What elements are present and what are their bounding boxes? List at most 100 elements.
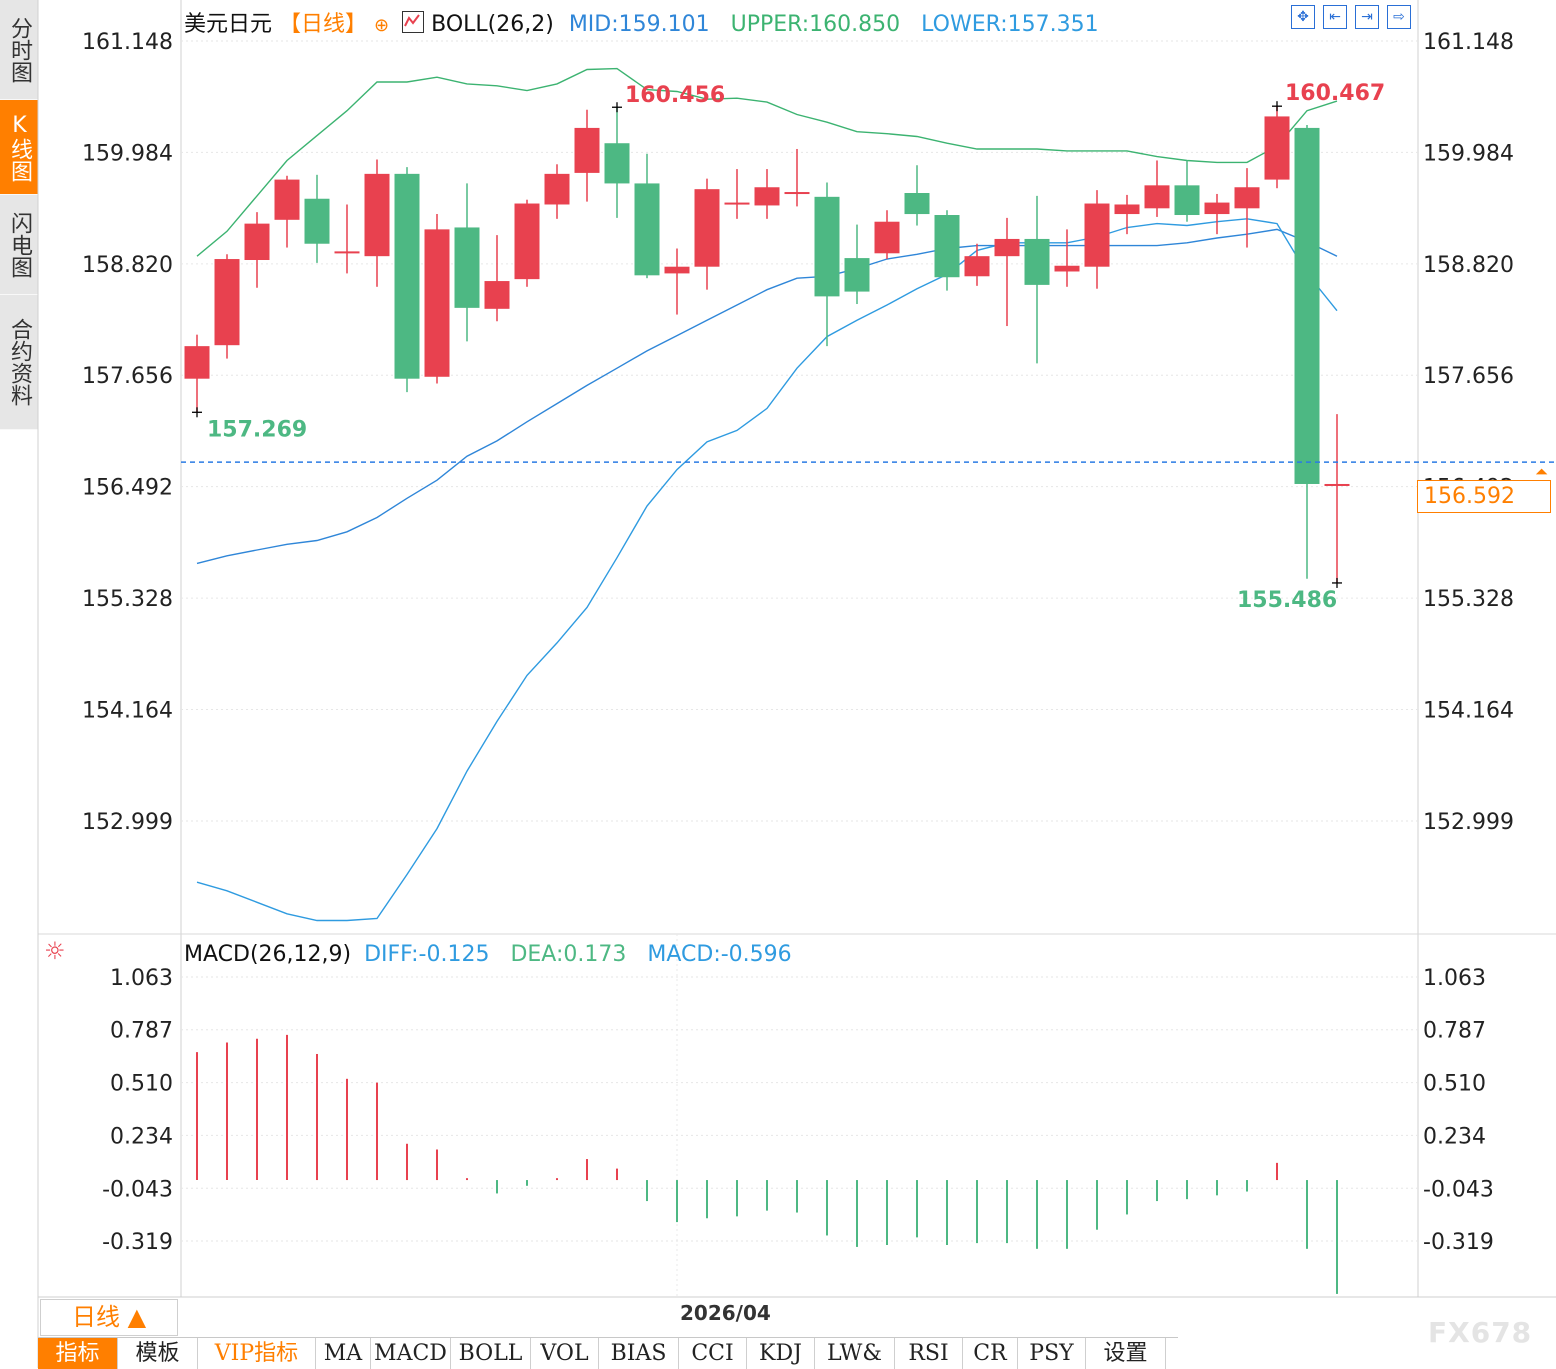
x-axis-date-label: 2026/04 [680, 1301, 771, 1325]
zoom-in-icon[interactable]: ⇥ [1355, 5, 1379, 29]
macd-header: MACD(26,12,9) DIFF:-0.125 DEA:0.173 MACD… [184, 942, 792, 967]
period-label[interactable]: 【日线】 [279, 12, 368, 37]
price-tick-left: 154.164 [82, 698, 173, 723]
candle-body [1234, 187, 1260, 209]
scroll-end-icon[interactable]: ⇨ [1387, 5, 1411, 29]
high-label-1: 160.456 [625, 83, 725, 108]
tab-psy[interactable]: PSY [1018, 1338, 1086, 1369]
price-tick-right: 154.164 [1423, 698, 1514, 723]
crosshair-icon[interactable]: ✥ [1291, 5, 1315, 29]
tab-indicators[interactable]: 指标 [38, 1338, 118, 1369]
tab-macd[interactable]: MACD [371, 1338, 451, 1369]
candle-body [1174, 185, 1200, 216]
candle-body [244, 223, 270, 261]
candle-body [1024, 238, 1050, 285]
price-tick-right: 155.328 [1423, 587, 1514, 612]
side-tab-bar: 分时图 K线图 闪电图 合约资料 [0, 0, 38, 430]
tab-kdj[interactable]: KDJ [747, 1338, 815, 1369]
price-tick-left: 156.492 [82, 476, 173, 501]
indicator-tab-bar: 指标 模板 VIP指标 MA MACD BOLL VOL BIAS CCI KD… [38, 1337, 1178, 1369]
macd-tick-right: 0.787 [1423, 1019, 1486, 1044]
tab-vip-indicators[interactable]: VIP指标 [198, 1338, 316, 1369]
tab-settings[interactable]: 设置 [1086, 1338, 1166, 1369]
candle-body [724, 202, 750, 205]
tab-rsi[interactable]: RSI [895, 1338, 963, 1369]
candle-body [304, 198, 330, 244]
price-tick-left: 159.984 [82, 141, 173, 166]
tab-bias[interactable]: BIAS [599, 1338, 679, 1369]
symbol-name: 美元日元 [184, 12, 273, 37]
macd-macd-value: MACD:-0.596 [647, 942, 792, 967]
price-tick-right: 157.656 [1423, 364, 1514, 389]
side-tab-contract-info[interactable]: 合约资料 [0, 295, 38, 430]
candle-body [664, 266, 690, 274]
price-tick-left: 152.999 [82, 810, 173, 835]
price-tick-left: 155.328 [82, 587, 173, 612]
candle-body [634, 183, 660, 276]
add-indicator-icon[interactable]: ⊕ [374, 15, 390, 36]
candle-body [454, 227, 480, 308]
macd-indicator-name[interactable]: MACD(26,12,9) [184, 942, 352, 967]
candle-body [424, 229, 450, 377]
price-tick-right: 152.999 [1423, 810, 1514, 835]
candle-body [1084, 203, 1110, 267]
candle-body [484, 281, 510, 309]
low-label-1: 157.269 [207, 417, 307, 442]
macd-tick-left: 0.787 [110, 1019, 173, 1044]
boll-upper-value: UPPER:160.850 [730, 12, 901, 37]
indicator-chart-icon[interactable] [402, 11, 425, 33]
tab-templates[interactable]: 模板 [118, 1338, 198, 1369]
candle-body [184, 346, 210, 379]
candle-body [334, 251, 360, 254]
macd-diff-value: DIFF:-0.125 [364, 942, 490, 967]
price-tick-right: 158.820 [1423, 253, 1514, 278]
macd-tick-left: 1.063 [110, 966, 173, 991]
side-tab-kline[interactable]: K线图 [0, 100, 38, 195]
macd-tick-right: -0.043 [1423, 1177, 1494, 1202]
candle-body [1324, 483, 1350, 486]
candle-body [544, 173, 570, 205]
candle-body [754, 187, 780, 206]
price-tick-right: 159.984 [1423, 141, 1514, 166]
period-selector[interactable]: 日线 ▲ [40, 1299, 178, 1336]
candle-body [844, 258, 870, 292]
axis-ticks: 161.148 161.148 159.984 159.984 158.820 158.8… [82, 30, 1514, 1255]
candle-body [1114, 204, 1140, 215]
macd-tick-left: 0.510 [110, 1072, 173, 1097]
macd-tick-right: 0.234 [1423, 1124, 1486, 1149]
candle-body [364, 173, 390, 257]
side-tab-tick[interactable]: 闪电图 [0, 195, 38, 295]
price-annotations: 160.456 160.467 157.269 155.486 [181, 81, 1556, 613]
tab-boll[interactable]: BOLL [451, 1338, 531, 1369]
candle-body [964, 256, 990, 277]
price-tick-right: 161.148 [1423, 30, 1514, 55]
settings-sun-icon[interactable]: ☼ [44, 937, 66, 965]
side-tab-timeshare[interactable]: 分时图 [0, 0, 38, 100]
candle-body [904, 192, 930, 215]
low-label-2: 155.486 [1237, 588, 1337, 613]
tab-lw[interactable]: LW& [815, 1338, 895, 1369]
chart-header: 美元日元 【日线】 ⊕ BOLL(26,2) MID:159.101 UPPER… [184, 6, 1099, 38]
macd-dea-value: DEA:0.173 [510, 942, 627, 967]
price-tick-left: 157.656 [82, 364, 173, 389]
macd-tick-left: -0.319 [102, 1230, 173, 1255]
macd-tick-left: 0.234 [110, 1124, 173, 1149]
tab-vol[interactable]: VOL [531, 1338, 599, 1369]
candle-body [1204, 202, 1230, 215]
candle-body [1054, 265, 1080, 272]
tab-cci[interactable]: CCI [679, 1338, 747, 1369]
tab-ma[interactable]: MA [316, 1338, 371, 1369]
macd-panel [196, 974, 1338, 1294]
current-price-marker-icon: ⏶ [1535, 462, 1548, 481]
candle-body [694, 189, 720, 267]
candle-body [934, 215, 960, 278]
high-label-2: 160.467 [1285, 81, 1385, 106]
candle-body [874, 221, 900, 254]
candle-body [1264, 116, 1290, 180]
zoom-out-icon[interactable]: ⇤ [1323, 5, 1347, 29]
tab-cr[interactable]: CR [963, 1338, 1018, 1369]
boll-indicator-name[interactable]: BOLL(26,2) [431, 12, 554, 37]
macd-diff-line [197, 974, 1337, 1204]
price-tick-left: 158.820 [82, 253, 173, 278]
